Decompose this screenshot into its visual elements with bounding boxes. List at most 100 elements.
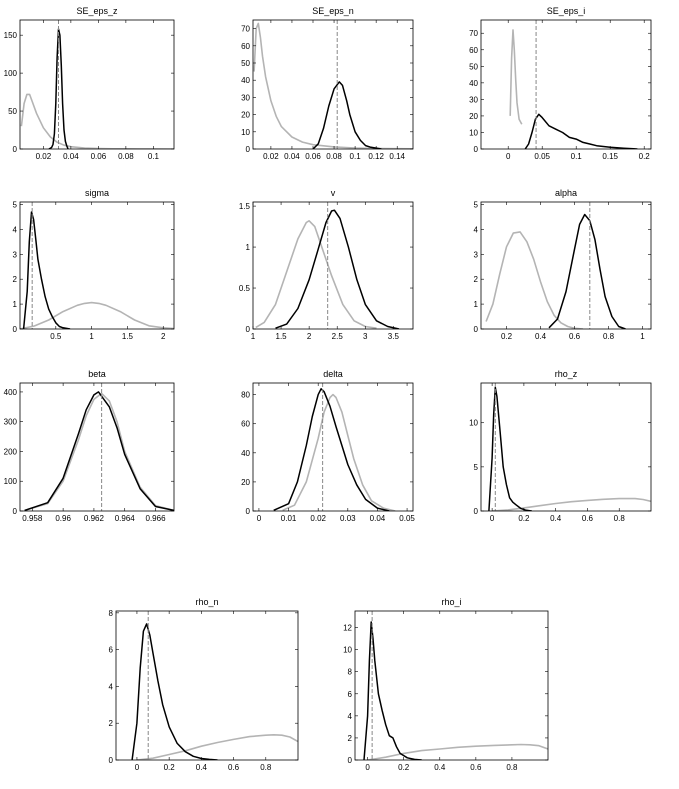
- series-group: [509, 20, 638, 149]
- x-tick-label: 0.6: [228, 763, 240, 772]
- series-group: [363, 611, 548, 760]
- subplot-title: beta: [88, 369, 106, 379]
- x-tick-label: 0.1: [148, 152, 160, 161]
- x-tick-label: 1.5: [122, 332, 134, 341]
- subplot-sigma: sigma 0.5 1 1.5 2 0 1 2 3 4 5: [13, 188, 175, 341]
- y-tick-label: 70: [469, 29, 478, 38]
- x-tick-label: 0.04: [284, 152, 300, 161]
- y-tick-label: 5: [13, 200, 18, 209]
- y-tick-label: 30: [241, 93, 250, 102]
- y-tick-label: 0: [246, 145, 251, 154]
- y-tick-label: 0.5: [239, 284, 251, 293]
- x-tick-label: 0.2: [164, 763, 176, 772]
- axes-box: [480, 382, 652, 512]
- y-tick-label: 10: [343, 646, 352, 655]
- y-tick-label: 0: [13, 325, 18, 334]
- axes-box: [252, 201, 414, 330]
- y-tick-label: 1.5: [239, 202, 251, 211]
- y-tick-label: 10: [469, 419, 478, 428]
- y-tick-label: 4: [13, 225, 18, 234]
- y-tick-label: 70: [241, 25, 250, 34]
- subplot-rho-i: rho_i 0 0.2 0.4 0.6 0.8 0 2 4 6 8 10 12: [343, 597, 549, 772]
- subplot-title: v: [331, 188, 336, 198]
- posterior-density-line: [524, 113, 638, 149]
- x-tick-label: 0.2: [518, 514, 530, 523]
- subplot-v: v 1 1.5 2 2.5 3 3.5 0 0.5 1 1.5: [239, 188, 414, 341]
- y-tick-label: 3: [474, 250, 479, 259]
- y-tick-label: 100: [4, 69, 18, 78]
- posterior-density-line: [312, 81, 382, 149]
- x-tick-label: 0.1: [350, 152, 362, 161]
- subplot-title: rho_n: [195, 597, 218, 607]
- subplot-title: SE_eps_i: [547, 6, 586, 16]
- y-tick-label: 2: [109, 719, 114, 728]
- x-tick-label: 0.06: [91, 152, 107, 161]
- y-tick-label: 10: [241, 128, 250, 137]
- x-tick-label: 1: [251, 332, 256, 341]
- y-tick-label: 5: [474, 463, 479, 472]
- prior-density-line: [509, 29, 523, 125]
- y-tick-label: 8: [109, 609, 114, 618]
- axes-box: [19, 19, 175, 150]
- x-tick-label: 0.966: [146, 514, 167, 523]
- subplot-title: rho_z: [555, 369, 578, 379]
- prior-density-line: [485, 231, 584, 329]
- series-group: [24, 383, 174, 511]
- x-tick-label: 0.06: [305, 152, 321, 161]
- y-tick-label: 50: [469, 62, 478, 71]
- y-tick-label: 6: [109, 646, 114, 655]
- series-group: [485, 202, 626, 329]
- x-tick-label: 0.04: [63, 152, 79, 161]
- y-tick-label: 40: [241, 76, 250, 85]
- x-tick-label: 0.4: [196, 763, 208, 772]
- posterior-density-line: [273, 388, 390, 511]
- y-tick-label: 400: [4, 388, 18, 397]
- x-tick-label: 0.04: [370, 514, 386, 523]
- x-tick-label: 0.2: [398, 763, 410, 772]
- x-tick-label: 0: [365, 763, 370, 772]
- series-group: [273, 383, 396, 511]
- y-tick-label: 200: [4, 447, 18, 456]
- subplot-rho-z: rho_z 0 0.2 0.4 0.6 0.8 0 5 10: [469, 369, 652, 523]
- x-tick-label: 0.96: [55, 514, 71, 523]
- x-tick-label: 2: [307, 332, 312, 341]
- x-tick-label: 0.15: [602, 152, 618, 161]
- y-tick-label: 0: [474, 507, 479, 516]
- subplot-title: rho_i: [441, 597, 461, 607]
- x-tick-label: 0.964: [115, 514, 136, 523]
- x-tick-label: 0: [135, 763, 140, 772]
- x-tick-label: 0.8: [614, 514, 626, 523]
- posterior-density-line: [363, 621, 422, 760]
- x-tick-label: 0.4: [550, 514, 562, 523]
- axes-box: [19, 382, 175, 512]
- x-tick-label: 3: [363, 332, 368, 341]
- x-tick-label: 1.5: [276, 332, 288, 341]
- x-tick-label: 0.8: [260, 763, 272, 772]
- axes-box: [480, 19, 652, 150]
- x-tick-label: 0.1: [571, 152, 583, 161]
- posterior-density-line: [48, 28, 69, 149]
- y-tick-label: 0: [474, 325, 479, 334]
- y-tick-label: 80: [241, 391, 250, 400]
- axes-box: [480, 201, 652, 330]
- y-tick-label: 20: [241, 111, 250, 120]
- series-group: [253, 20, 413, 149]
- posterior-density-line: [22, 211, 71, 329]
- y-tick-label: 12: [343, 624, 352, 633]
- y-tick-label: 0: [348, 756, 353, 765]
- y-tick-label: 2: [348, 734, 353, 743]
- y-tick-label: 2: [474, 275, 479, 284]
- prior-density-line: [136, 734, 298, 760]
- y-tick-label: 20: [469, 112, 478, 121]
- x-tick-label: 0.4: [434, 763, 446, 772]
- y-tick-label: 50: [8, 107, 17, 116]
- x-tick-label: 0.12: [368, 152, 384, 161]
- y-tick-label: 5: [474, 200, 479, 209]
- y-tick-label: 40: [241, 449, 250, 458]
- y-tick-label: 50: [241, 59, 250, 68]
- subplot-title: SE_eps_z: [76, 6, 118, 16]
- y-tick-label: 150: [4, 31, 18, 40]
- y-tick-label: 3: [13, 250, 18, 259]
- axes-box: [252, 19, 414, 150]
